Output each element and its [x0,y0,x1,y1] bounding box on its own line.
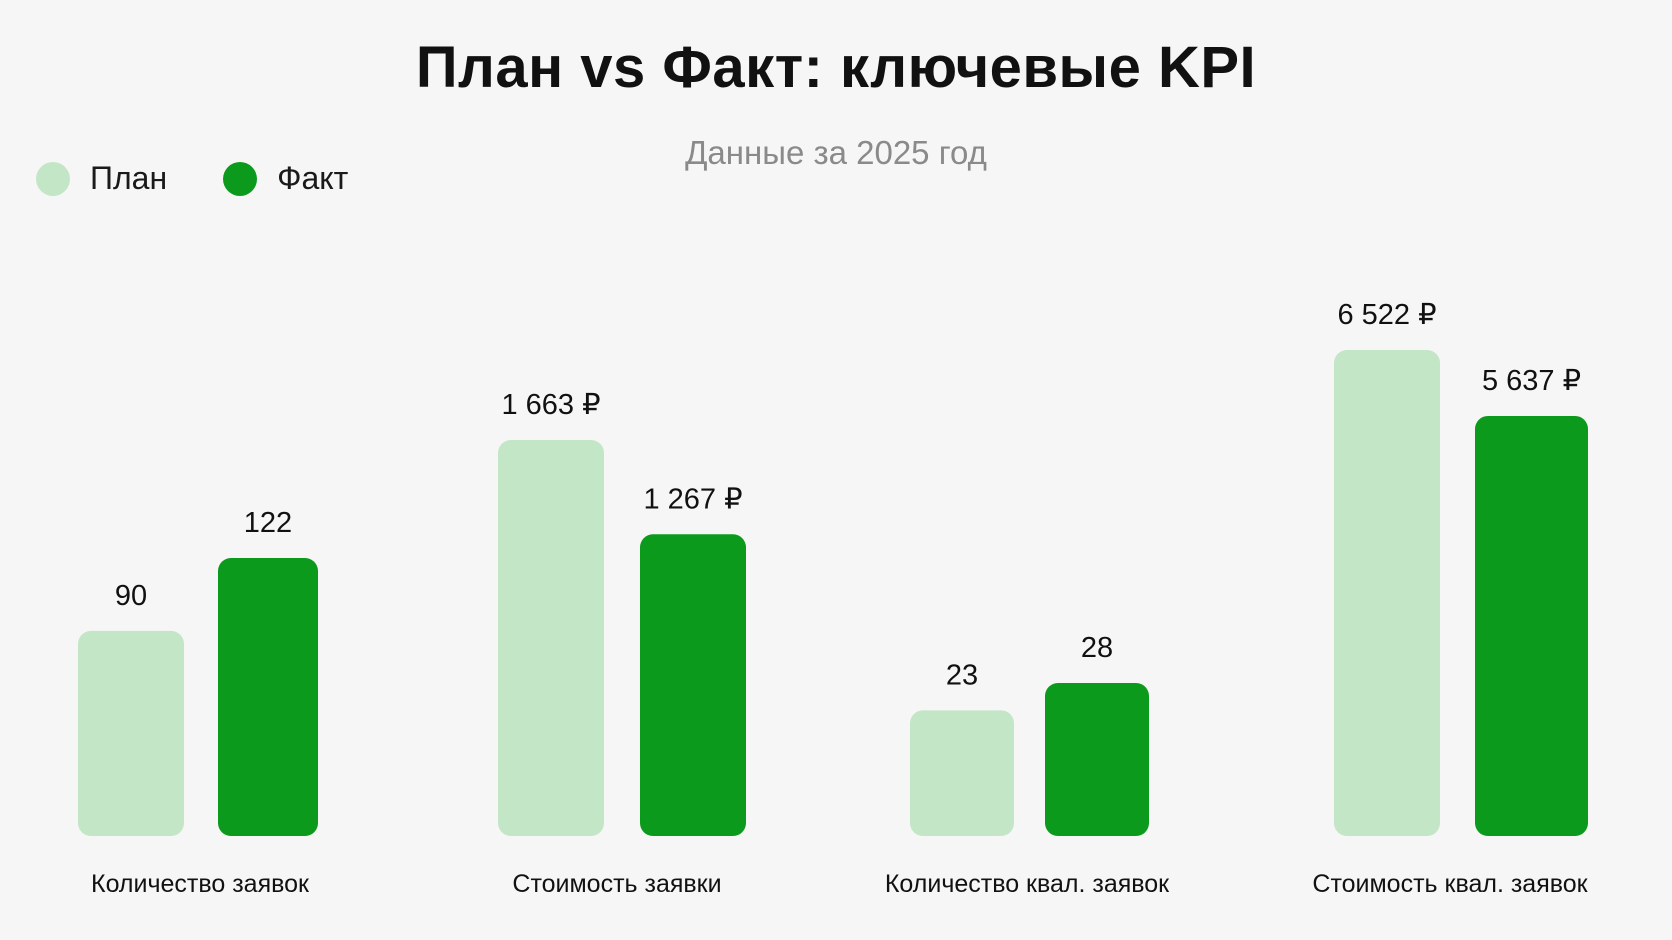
chart-title: План vs Факт: ключевые KPI [415,35,1257,100]
data-label-fact-3: 28 [1081,632,1113,664]
category-label-3: Количество квал. заявок [885,870,1170,898]
chart-subtitle: Данные за 2025 год [685,134,987,171]
bar-plan-3 [910,710,1014,836]
legend: План Факт [36,160,404,197]
bar-fact-1 [218,558,318,836]
category-label-2: Стоимость заявки [512,870,721,898]
data-label-plan-3: 23 [946,659,978,691]
data-label-plan-4: 6 522 ₽ [1337,299,1436,331]
legend-label-fact: Факт [277,160,349,196]
legend-item-fact: Факт [223,160,348,197]
legend-item-plan: План [36,160,167,197]
data-label-plan-2: 1 663 ₽ [501,389,600,421]
legend-label-plan: План [90,160,168,196]
legend-swatch-fact [223,161,258,196]
bar-plan-4 [1334,350,1440,836]
data-label-fact-4: 5 637 ₽ [1482,365,1581,397]
bar-plan-2 [498,440,604,836]
bar-fact-3 [1045,683,1149,836]
bar-fact-2 [640,534,746,836]
legend-swatch-plan [36,161,70,196]
category-label-4: Стоимость квал. заявок [1312,870,1588,898]
data-label-plan-1: 90 [115,580,147,612]
category-label-1: Количество заявок [91,870,310,898]
bar-plan-1 [78,630,184,836]
bar-fact-4 [1475,415,1588,836]
data-label-fact-1: 122 [244,507,292,539]
data-label-fact-2: 1 267 ₽ [643,483,742,515]
